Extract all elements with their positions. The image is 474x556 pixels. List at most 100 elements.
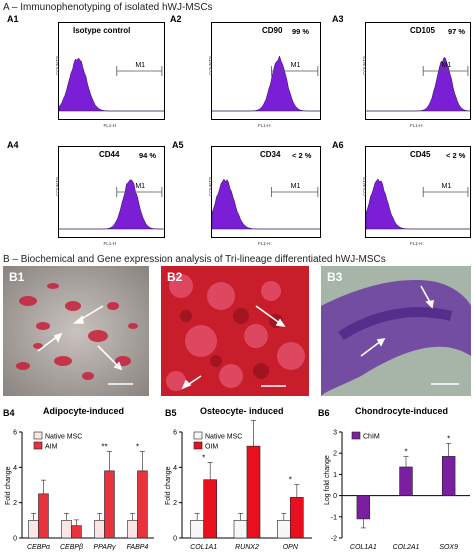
bar-oim [290, 497, 304, 539]
histogram-fill-a2 [212, 55, 321, 112]
x-tick-label: SOX9 [439, 544, 458, 551]
section-a-title: A – Immunophenotyping of isolated hWJ-MS… [3, 2, 213, 13]
panel-label-b4: B4 [3, 408, 15, 418]
significance-label: ** [244, 418, 250, 421]
gate-label-a1: M1 [135, 62, 145, 69]
marker-label-a3: CD105 [410, 26, 435, 35]
gate-label-a5: M1 [291, 183, 301, 190]
histogram-fill-a6 [365, 178, 470, 230]
histogram-a4: CD44 94 % M1 FL1-H COUNTS [55, 146, 165, 246]
xlabel-a6: FL1-H [410, 241, 423, 246]
y-tick-label: 1 [333, 472, 337, 479]
y-tick-label: -2 [331, 536, 337, 543]
panel-label-a1: A1 [7, 14, 19, 24]
micrograph-b1: B1 [3, 266, 149, 396]
x-tick-label: FABP4 [127, 544, 149, 551]
significance-label: * [136, 442, 139, 451]
x-tick-label: CEBPβ [60, 544, 83, 551]
panel-label-b3: B3 [327, 270, 343, 284]
y-tick-label: 0 [13, 536, 17, 543]
y-axis-label: Fold change [5, 466, 12, 505]
histogram-a5: CD34 < 2 % M1 FL1-H COUNTS [208, 146, 321, 246]
y-tick-label: 6 [173, 430, 177, 437]
histogram-plot-a4: M1 FL1-H COUNTS [55, 177, 165, 246]
bar-chim [356, 495, 371, 520]
histogram-fill-a5 [211, 178, 320, 230]
histogram-plot-a2: M1 FL1-H COUNTS [208, 55, 321, 128]
chart-title-b4: Adipocyte-induced [43, 406, 125, 416]
xlabel-a5: FL1-H [258, 241, 271, 246]
y-tick-label: 3 [333, 430, 337, 437]
legend-swatch [33, 431, 43, 440]
bar-native-msc [94, 520, 105, 539]
bar-aim [137, 470, 148, 539]
ylabel-a2: COUNTS [208, 56, 213, 75]
significance-label: * [404, 448, 407, 457]
section-b-title: B – Biochemical and Gene expression anal… [3, 254, 386, 265]
histogram-a6: CD45 < 2 % M1 FL1-H COUNTS [362, 146, 471, 246]
panel-label-a6: A6 [332, 140, 344, 150]
y-tick-label: 0 [333, 493, 337, 500]
histogram-plot-a5: M1 FL1-H COUNTS [208, 177, 320, 246]
ylabel-a6: COUNTS [362, 177, 367, 196]
panel-label-a3: A3 [332, 14, 344, 24]
chart-title-b6: Chondrocyte-induced [355, 406, 449, 416]
percent-a5: < 2 % [292, 151, 312, 160]
y-axis-label: Fold change [165, 466, 172, 505]
significance-label: * [289, 476, 292, 485]
y-axis-label: Log fold change [324, 455, 331, 505]
legend-label: ChIM [363, 434, 380, 441]
histogram-fill-a3 [366, 56, 471, 112]
legend-label: OIM [205, 444, 218, 451]
y-tick-label: 4 [13, 465, 17, 472]
significance-label: * [447, 434, 450, 443]
chart-b4: 0 2 4 6 Fold change CEBPα CEBPβ PPARγ ** FABP4 * Na… [5, 430, 154, 551]
significance-label: ** [101, 442, 107, 451]
ylabel-a4: COUNTS [55, 177, 60, 196]
significance-label: * [202, 453, 205, 462]
legend-swatch [193, 441, 203, 450]
ylabel-a5: COUNTS [208, 177, 213, 196]
legend-label: Native MSC [45, 434, 82, 441]
y-tick-label: 2 [333, 451, 337, 458]
x-tick-label: COL2A1 [393, 544, 420, 551]
bar-aim [71, 525, 82, 539]
y-tick-label: 2 [173, 500, 177, 507]
panel-label-b1: B1 [9, 270, 25, 284]
histogram-plot-a1: M1 FL1-H COUNTS [55, 56, 164, 128]
micrograph-b2: B2 [161, 266, 309, 396]
bar-chim [441, 456, 456, 496]
legend-swatch [33, 441, 43, 450]
bar-native-msc [233, 520, 248, 539]
panel-label-a5: A5 [172, 140, 184, 150]
legend-swatch [351, 431, 361, 440]
percent-a3: 97 % [448, 27, 466, 36]
y-tick-label: 0 [173, 536, 177, 543]
marker-label-a6: CD45 [410, 150, 431, 159]
histogram-a2: CD90 99 % M1 FL1-H COUNTS [208, 22, 321, 128]
x-tick-label: RUNX2 [235, 544, 259, 551]
bar-native-msc [127, 520, 138, 539]
panel-label-b6: B6 [318, 408, 330, 418]
x-tick-label: OPN [283, 544, 299, 551]
histogram-a3: CD105 97 % M1 FL1-H COUNTS [362, 22, 471, 128]
ylabel-a1: COUNTS [55, 56, 60, 75]
bar-aim [104, 470, 115, 539]
x-tick-label: PPARγ [93, 544, 116, 551]
marker-label-a5: CD34 [260, 150, 281, 159]
legend-label: Native MSC [205, 434, 242, 441]
gate-label-a3: M1 [442, 62, 452, 69]
gate-label-a2: M1 [291, 62, 301, 69]
bar-native-msc [61, 520, 72, 539]
bar-oim [203, 479, 217, 539]
histogram-fill-a4 [59, 179, 165, 230]
micrograph-b3: B3 [321, 266, 471, 396]
panel-label-b2: B2 [167, 270, 183, 284]
marker-label-a1: Isotype control [73, 26, 131, 35]
y-tick-label: 2 [13, 500, 17, 507]
xlabel-a2: FL1-H [258, 123, 271, 128]
chart-b5: 0 2 4 6 Fold change COL1A1 * RUNX2 ** OPN * Native … [165, 418, 312, 551]
histogram-a1: Isotype control M1 FL1-H COUNTS [55, 22, 165, 128]
percent-a2: 99 % [292, 27, 310, 36]
y-tick-label: 6 [13, 430, 17, 437]
